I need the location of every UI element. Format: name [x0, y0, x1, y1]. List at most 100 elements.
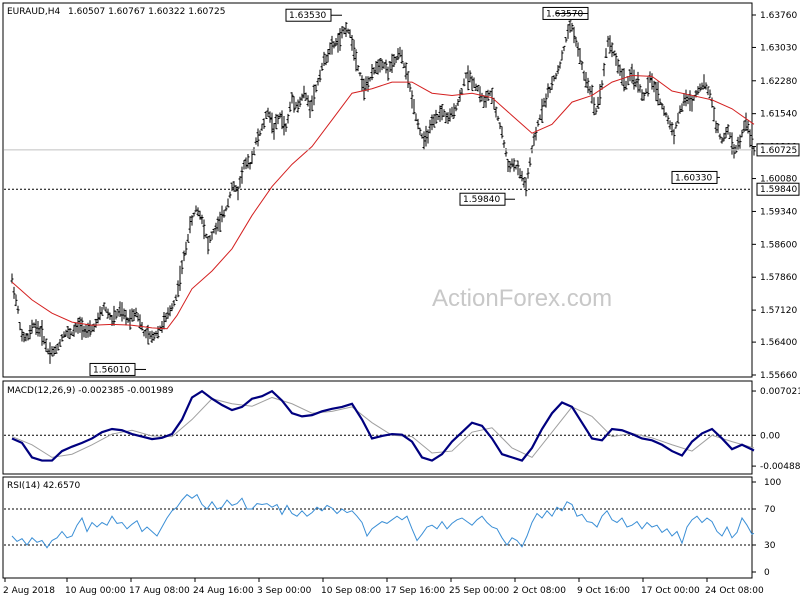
price-bar [302, 85, 306, 99]
price-bar [556, 65, 560, 75]
price-bar [646, 76, 650, 97]
price-bar [86, 322, 90, 338]
x-tick-label: 2 Aug 2018 [3, 586, 55, 596]
price-bar [732, 144, 736, 159]
price-bar [246, 154, 250, 169]
price-bar [128, 309, 132, 330]
price-bar [526, 168, 530, 179]
price-bar [586, 77, 590, 94]
price-bar [56, 343, 60, 351]
price-bar [730, 132, 734, 155]
price-bar [440, 104, 444, 121]
support-price-tag: 1.59840 [756, 182, 800, 196]
price-bar [368, 76, 372, 82]
price-bar [94, 318, 98, 328]
price-bar [438, 105, 442, 122]
price-bar [282, 115, 286, 136]
price-bar [114, 310, 118, 320]
price-bar [616, 58, 620, 74]
price-bar [578, 47, 582, 64]
price-bar [26, 333, 30, 341]
price-bar [60, 334, 64, 342]
price-panel: EURAUD,H4 1.60507 1.60767 1.60322 1.6072… [2, 2, 800, 381]
price-bar [244, 157, 248, 170]
price-bar [728, 132, 732, 140]
price-bar [40, 320, 44, 346]
price-bar [642, 92, 646, 101]
price-bar [584, 72, 588, 88]
price-bar [436, 113, 440, 121]
price-bar [714, 120, 718, 134]
price-bar [116, 309, 120, 317]
price-bar [42, 336, 46, 345]
price-bar [78, 316, 82, 333]
price-bar [170, 303, 174, 312]
price-bar [574, 36, 578, 47]
price-bar [184, 241, 188, 255]
moving-average-line [11, 74, 755, 330]
price-bar [620, 68, 624, 86]
price-bar [348, 29, 352, 38]
ohlc-header: 1.60507 1.60767 1.60322 1.60725 [68, 7, 225, 17]
price-bar [226, 198, 230, 208]
price-bar [542, 97, 546, 107]
price-bar [742, 120, 746, 133]
rsi-y-axis: 100 70 30 0 [4, 478, 781, 578]
price-bar [462, 78, 466, 87]
price-bar [260, 123, 264, 131]
price-bar [32, 322, 36, 328]
price-bar [50, 346, 54, 357]
price-bar [494, 106, 498, 118]
price-bar [592, 97, 596, 116]
x-tick-label: 24 Aug 16:00 [193, 586, 254, 596]
price-bar [18, 322, 22, 331]
price-bar [46, 348, 50, 355]
price-annotation-label: 1.60330 [675, 173, 712, 183]
price-bar [196, 207, 200, 217]
price-y-tick-label: 1.60080 [760, 175, 797, 185]
price-bar [162, 311, 166, 330]
price-bar [420, 133, 424, 139]
price-bar [316, 77, 320, 86]
price-bar [190, 215, 194, 226]
price-bar [576, 42, 580, 57]
price-y-tick-label: 1.62280 [760, 77, 797, 87]
price-bar [280, 110, 284, 130]
price-y-tick-label: 1.63760 [760, 11, 797, 21]
price-bar [390, 53, 394, 73]
price-bar [304, 92, 308, 101]
price-bar [346, 28, 350, 34]
price-bar [684, 89, 688, 107]
price-bars [10, 20, 756, 364]
rsi-line [11, 493, 755, 549]
price-bar [622, 68, 626, 92]
price-bar [296, 99, 300, 113]
price-bar [298, 96, 302, 108]
price-bar [610, 42, 614, 58]
price-bar [682, 93, 686, 106]
price-bar [408, 83, 412, 92]
price-bar [322, 51, 326, 67]
price-bar [34, 319, 38, 335]
price-bar [72, 324, 76, 337]
price-bar [238, 176, 242, 188]
price-bar [570, 22, 574, 32]
price-bar [212, 228, 216, 234]
price-bar [230, 182, 234, 192]
price-bar [536, 120, 540, 127]
price-annotation: 1.63570 [542, 6, 589, 20]
price-levels: 1.60725 1.59840 [4, 143, 800, 196]
price-bar [178, 265, 182, 291]
current-price-label: 1.60725 [760, 146, 797, 156]
price-bar [30, 319, 34, 334]
price-bar [360, 75, 364, 92]
price-bar [708, 89, 712, 99]
price-bar [266, 107, 270, 118]
price-bar [180, 259, 184, 275]
price-bar [484, 90, 488, 108]
price-bar [548, 86, 552, 94]
price-bar [124, 309, 128, 326]
price-bar [146, 324, 150, 345]
price-bar [632, 69, 636, 90]
price-bar [234, 185, 238, 192]
